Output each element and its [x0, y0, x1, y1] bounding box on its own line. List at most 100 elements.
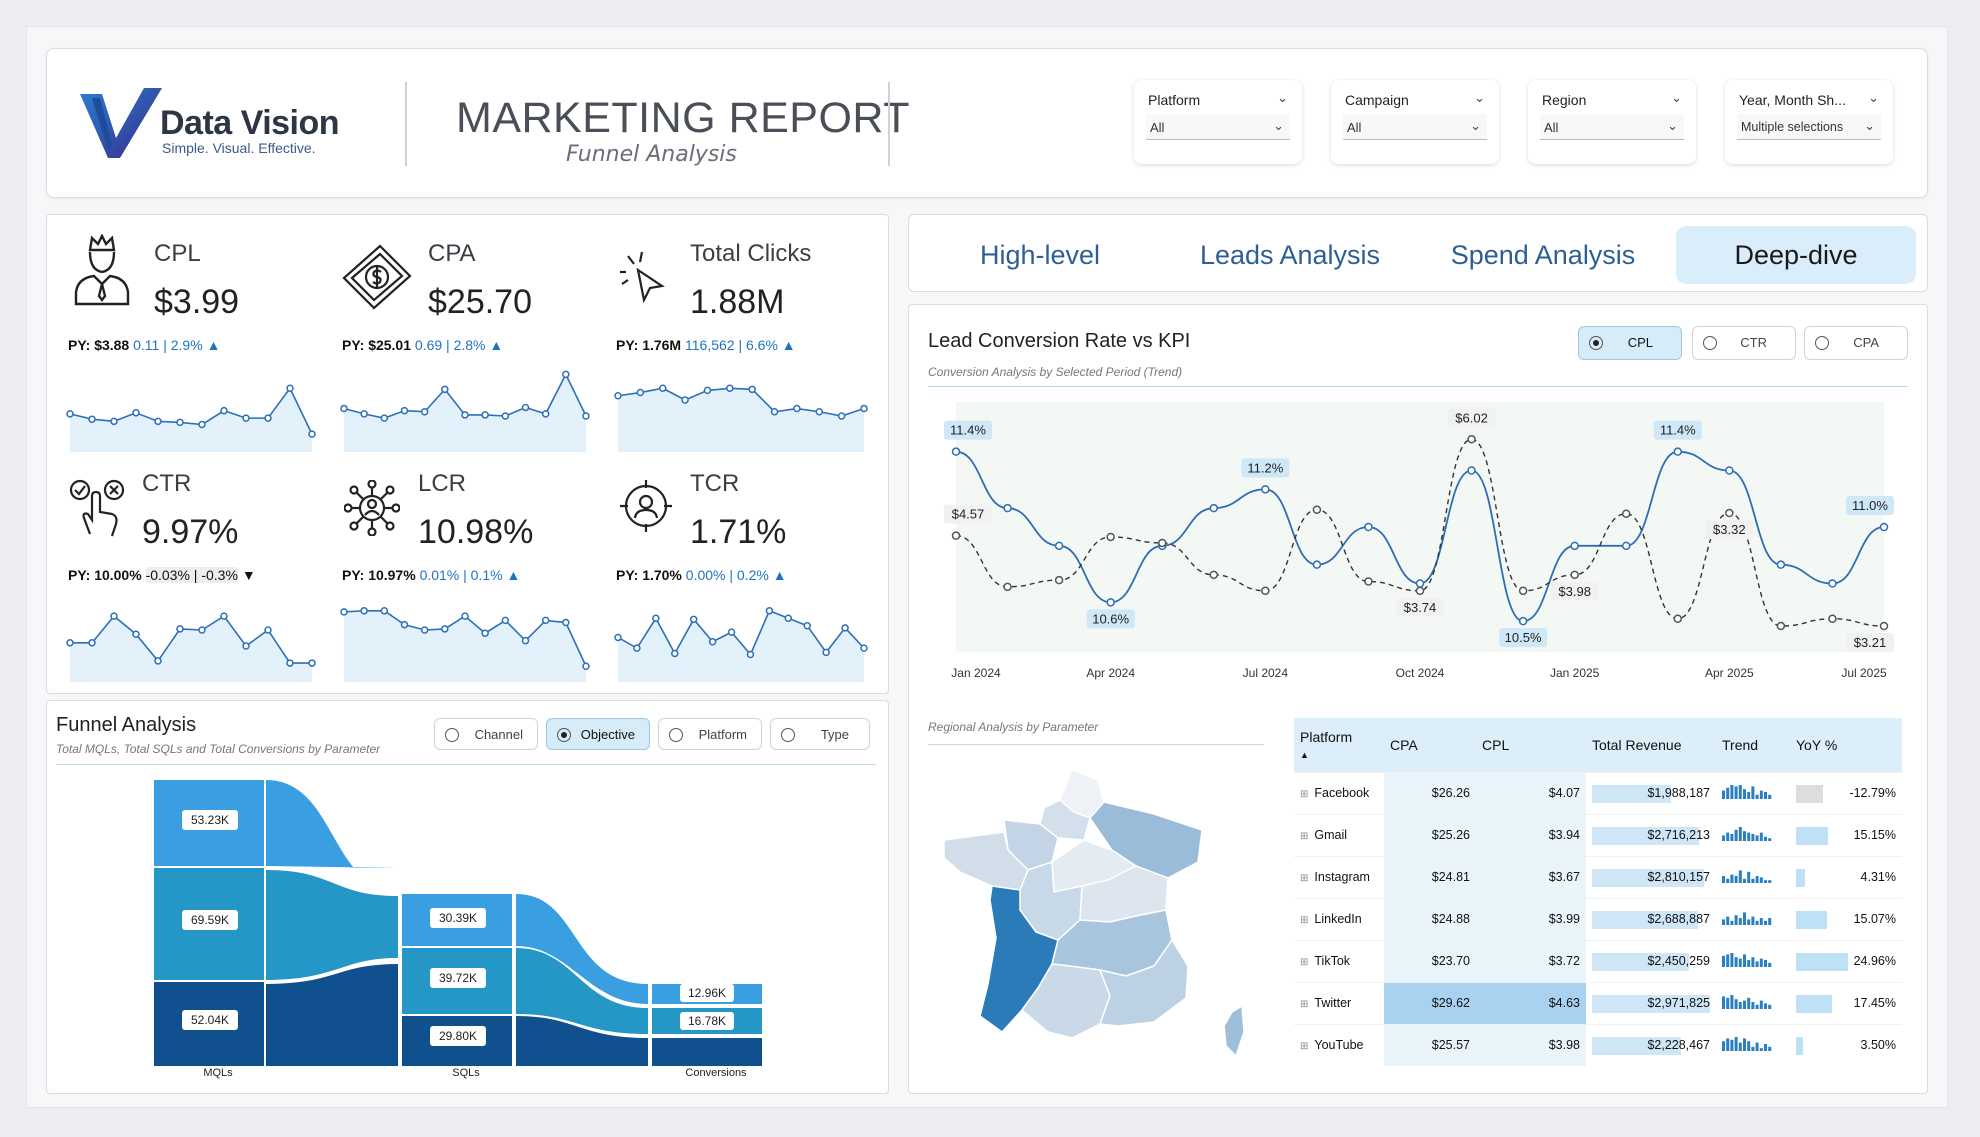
radio-ctr[interactable]: CTR: [1692, 326, 1796, 360]
yoy-value: 15.07%: [1853, 912, 1896, 926]
funnel-label: 39.72K: [439, 971, 477, 985]
sparkline-area: [618, 610, 864, 682]
column-header-trend[interactable]: Trend: [1716, 718, 1790, 772]
tab-spend-analysis[interactable]: Spend Analysis: [1450, 240, 1636, 270]
data-point: [951, 531, 961, 540]
tab-leads-analysis[interactable]: Leads Analysis: [1199, 240, 1381, 270]
sparkline-point: [784, 614, 793, 623]
expand-icon[interactable]: ⊞: [1300, 1041, 1309, 1053]
sparkline-area: [344, 610, 586, 682]
table-row[interactable]: ⊞ Facebook $26.26 $4.07 $1,988,187 -12.79%: [1294, 771, 1902, 814]
slicer-campaign[interactable]: Campaign ⌄ All ⌄: [1331, 80, 1499, 164]
sparkline-point: [521, 403, 530, 412]
divider: [56, 764, 876, 765]
slicer-dropdown[interactable]: Multiple selections ⌄: [1737, 114, 1881, 140]
data-label: $4.57: [952, 507, 985, 522]
data-label: 11.4%: [950, 423, 986, 438]
slicer-year-month[interactable]: Year, Month Sh... ⌄ Multiple selections ⌄: [1725, 80, 1893, 164]
expand-icon[interactable]: ⊞: [1300, 957, 1309, 968]
data-label: $3.98: [1558, 584, 1591, 599]
column-header-revenue[interactable]: Total Revenue: [1586, 718, 1716, 772]
kpi-sparkline: [66, 612, 316, 682]
slicer-dropdown[interactable]: All ⌄: [1146, 114, 1290, 140]
radio-label: Objective: [580, 727, 635, 742]
revenue-value: $1,988,187: [1647, 786, 1710, 800]
column-header-cpl[interactable]: CPL: [1476, 718, 1586, 772]
arrow-up-icon: ▲: [506, 567, 521, 583]
sparkline-point: [822, 648, 830, 657]
expand-icon[interactable]: ⊞: [1300, 831, 1309, 842]
data-point: [1518, 586, 1528, 596]
chevron-down-icon[interactable]: ⌄: [1671, 90, 1682, 105]
table-row[interactable]: ⊞ Gmail $25.26 $3.94 $2,716,213 15.15%: [1294, 813, 1902, 856]
sparkline-point: [614, 391, 622, 400]
sparkline-point: [380, 607, 389, 615]
radio-channel[interactable]: Channel: [434, 718, 538, 750]
tab-deep-dive[interactable]: Deep-dive: [1676, 226, 1916, 284]
map-region[interactable]: [1039, 799, 1091, 841]
sparkline-point: [671, 649, 679, 658]
revenue-cell: $1,988,187: [1586, 771, 1716, 814]
slicer-dropdown[interactable]: All ⌄: [1540, 114, 1684, 140]
funnel-value-labels: 53.23K 69.59K 52.04K 30.39K 39.72K 29.80…: [182, 810, 734, 1046]
kpi-prior-year: PY: $3.88 0.11 | 2.9% ▲: [68, 337, 220, 353]
data-point: [1879, 522, 1889, 532]
slicer-value: All: [1347, 120, 1362, 135]
kpi-change: 0.11 | 2.9%: [133, 337, 203, 353]
column-header-platform[interactable]: Platform ▲: [1294, 718, 1384, 772]
sparkline-point: [582, 662, 590, 671]
slicer-platform[interactable]: Platform ⌄ All ⌄: [1134, 80, 1302, 164]
kpi-sparkline: [66, 384, 316, 452]
sparkline-point: [860, 404, 868, 413]
sparkline-point: [220, 406, 228, 415]
radio-circle-icon: [669, 728, 683, 742]
expand-icon[interactable]: ⊞: [1300, 873, 1309, 884]
radio-cpa[interactable]: CPA: [1804, 326, 1908, 360]
map-region[interactable]: [1098, 938, 1189, 1027]
funnel-subtitle: Total MQLs, Total SQLs and Total Convers…: [56, 742, 381, 756]
sparkline-point: [380, 414, 389, 422]
tab-high-level[interactable]: High-level: [979, 240, 1101, 270]
expand-icon[interactable]: ⊞: [1300, 915, 1309, 926]
slicer-region[interactable]: Region ⌄ All ⌄: [1528, 80, 1696, 164]
radio-cpl[interactable]: CPL: [1578, 326, 1682, 360]
expand-icon[interactable]: ⊞: [1300, 999, 1309, 1010]
column-header-yoy[interactable]: YoY %: [1790, 718, 1902, 772]
table-row[interactable]: ⊞ YouTube $25.57 $3.98 $2,228,467 3.50%: [1294, 1023, 1902, 1066]
slicer-value: Multiple selections: [1741, 120, 1844, 134]
revenue-bar: [1592, 952, 1689, 971]
radio-type[interactable]: Type: [770, 718, 870, 750]
chevron-down-icon[interactable]: ⌄: [1277, 90, 1288, 105]
map-region[interactable]: [979, 885, 1059, 1034]
chevron-down-icon[interactable]: ⌄: [1868, 90, 1879, 105]
table-row[interactable]: ⊞ Instagram $24.81 $3.67 $2,810,157 4.31%: [1294, 855, 1902, 898]
x-tick-label: Jan 2024: [951, 666, 1001, 680]
funnel-chart: 53.23K 69.59K 52.04K 30.39K 39.72K 29.80…: [154, 780, 762, 1079]
chevron-down-icon[interactable]: ⌄: [1474, 90, 1485, 105]
slicer-dropdown[interactable]: All ⌄: [1343, 114, 1487, 140]
sparkline-point: [264, 626, 272, 634]
sparkline-point: [220, 612, 228, 620]
revenue-value: $2,810,157: [1647, 870, 1710, 884]
platform-cell: ⊞ TikTok: [1294, 939, 1384, 982]
data-label-bg: [944, 420, 992, 440]
platform-name: LinkedIn: [1314, 912, 1362, 926]
yoy-bar: [1796, 952, 1848, 971]
cpl-cell: $3.67: [1476, 855, 1586, 898]
kpi-name: CTR: [142, 470, 192, 497]
sparkline-point: [88, 639, 96, 647]
yoy-cell: 15.15%: [1790, 813, 1902, 856]
table-row[interactable]: ⊞ TikTok $23.70 $3.72 $2,450,259 24.96%: [1294, 939, 1902, 982]
trend-sparkbar: [1722, 826, 1772, 841]
data-label-bg: [944, 504, 992, 524]
radio-platform[interactable]: Platform: [658, 718, 762, 750]
radio-objective[interactable]: Objective: [546, 718, 650, 750]
table-row[interactable]: ⊞ LinkedIn $24.88 $3.99 $2,688,887 15.07%: [1294, 897, 1902, 940]
sparkline-point: [841, 624, 849, 632]
table-row[interactable]: ⊞ Twitter $29.62 $4.63 $2,971,825 17.45%: [1294, 981, 1902, 1024]
column-header-cpa[interactable]: CPA: [1384, 718, 1476, 772]
expand-icon[interactable]: ⊞: [1300, 789, 1309, 800]
lead-conversion-chart: 11.4% 10.6% 11.2% 10.5% 11.4% 11.0% $4.57 $3.74…: [944, 402, 1894, 680]
target-person-icon: [620, 480, 672, 532]
map-region[interactable]: [1223, 1004, 1245, 1058]
